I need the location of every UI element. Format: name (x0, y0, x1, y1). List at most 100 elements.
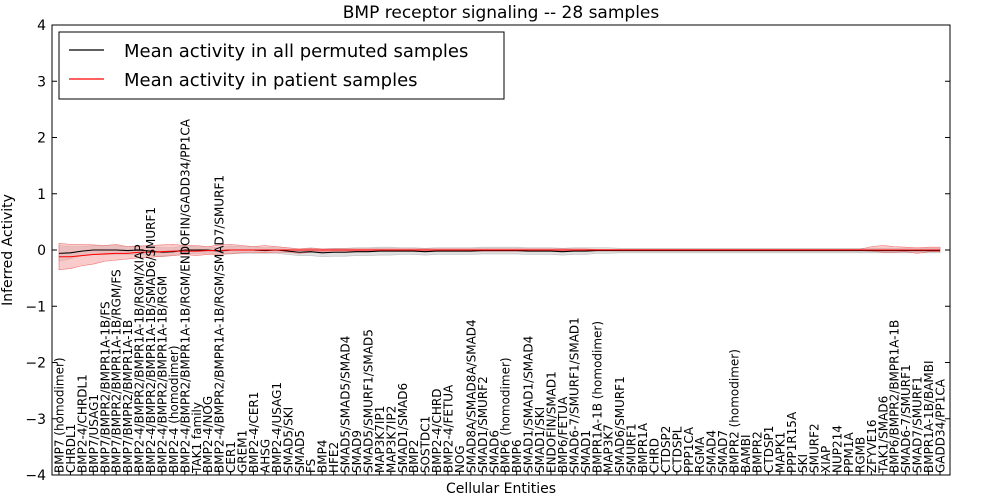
x-tick-label: BMP7/BMPR2/BMPR1A-1B/RGM/FS (110, 269, 124, 473)
x-tick-label: PPP1CA (682, 426, 696, 473)
x-tick-label: BMPR1A-1B/BAMBI (922, 360, 936, 473)
x-axis: BMP7 (homodimer)CHRDL1BMP2-4/CHRDL1BMP7/… (53, 118, 948, 475)
series-lines (58, 249, 940, 258)
x-tick-label: BMP2-4/NOG (201, 396, 215, 473)
x-tick-label: SMAD6-7/SMURF1/SMAD1 (567, 317, 581, 473)
x-tick-label: SOSTDC1 (419, 416, 433, 473)
x-tick-label: MAP3K7IP2 (384, 406, 398, 473)
series-line-permuted (58, 249, 940, 254)
x-tick-label: SMAD5/SKI (281, 407, 295, 473)
x-tick-label: TAK1 family (190, 402, 204, 474)
x-tick-label: MAP3K7IP1 (373, 406, 387, 473)
x-tick-label: SMURF1 (625, 423, 639, 473)
x-tick-label: CTDSP2 (659, 426, 673, 473)
x-tick-label: SMAD7/SMURF1 (911, 376, 925, 473)
x-tick-label: BMPR1A (636, 422, 650, 473)
x-tick-label: SMAD6/SMURF1 (613, 376, 627, 473)
x-tick-label: SMAD1/SKI (533, 407, 547, 473)
x-tick-label: BMP7/USAG1 (87, 394, 101, 473)
y-axis-label: Inferred Activity (0, 194, 16, 306)
x-tick-label: BMP7/BMPR2/BMPR1A-1B (121, 320, 135, 473)
x-tick-label: BMP2-4/CHRDL1 (75, 374, 89, 473)
x-tick-label: XIAP (819, 446, 833, 473)
x-tick-label: MAPK1 (773, 432, 787, 473)
x-tick-label: SMAD7 (716, 430, 730, 473)
x-tick-label: BMP2-4/FETUA (442, 384, 456, 473)
x-tick-label: BMP6 (homodimer) (499, 357, 513, 473)
x-tick-label: FS (304, 459, 318, 473)
x-tick-label: BMP2-4/CHRD (430, 389, 444, 473)
x-tick-label: CHRD (647, 438, 661, 473)
x-tick-label: SMAD1/SMAD6 (396, 383, 410, 473)
x-tick-label: GADD34/PP1CA (934, 378, 948, 473)
x-tick-label: BMP4 (316, 440, 330, 473)
x-tick-label: NOG (453, 445, 467, 473)
x-tick-label: CTDSP1 (762, 426, 776, 473)
y-tick-label: 0 (37, 243, 46, 259)
y-tick-label: −2 (25, 356, 46, 372)
legend: Mean activity in all permuted samples Me… (58, 31, 505, 100)
y-tick-label: −3 (25, 412, 46, 428)
chart-title: BMP receptor signaling -- 28 samples (343, 3, 660, 23)
x-tick-label: SKI (796, 454, 810, 473)
x-tick-label: BMP2-4/USAG1 (270, 382, 284, 473)
x-tick-label: MAP3K7 (602, 424, 616, 473)
x-tick-label: TAK1/SMAD6 (876, 396, 890, 474)
x-tick-label: BMP7/BMPR2/BMPR1A-1B/FS (98, 301, 112, 473)
y-tick-label: −4 (25, 468, 46, 484)
x-tick-label: SMAD5 (293, 430, 307, 473)
x-tick-label: PPP1R15A (785, 411, 799, 473)
x-tick-label: BMP2-4/CER1 (247, 392, 261, 473)
x-tick-label: BAMBI (739, 434, 753, 473)
x-tick-label: SMAD6-7/SMURF1 (899, 364, 913, 473)
x-tick-label: SMAD1/SMAD1/SMAD4 (522, 336, 536, 473)
x-tick-label: BMP6/FETUA (556, 396, 570, 473)
x-tick-label: BMP2-4/BMPR2/BMPR1A-1B/SMAD6/SMURF1 (144, 207, 158, 473)
x-tick-label: BMP6 (510, 440, 524, 473)
y-tick-label: 2 (37, 131, 46, 147)
x-tick-label: PPM1A (842, 432, 856, 473)
x-tick-label: BMP6/BMPR2/BMPR1A-1B (888, 320, 902, 473)
x-tick-label: SMAD5/SMURF1/SMAD5 (361, 329, 375, 473)
x-tick-label: HFE2 (327, 442, 341, 473)
x-tick-label: SMAD1 (579, 430, 593, 473)
x-tick-label: SMAD6 (487, 430, 501, 473)
x-tick-label: ZFYVE16 (865, 419, 879, 473)
x-tick-label: NUP214 (831, 425, 845, 473)
x-tick-label: CTDSPL (670, 426, 684, 473)
y-tick-label: 3 (37, 74, 46, 90)
x-tick-label: BMPR2 (750, 431, 764, 473)
x-tick-label: SMURF2 (808, 423, 822, 473)
y-tick-label: 4 (37, 18, 46, 34)
x-tick-label: BMPR1A-1B (homodimer) (590, 321, 604, 473)
legend-label-patient: Mean activity in patient samples (124, 70, 418, 91)
x-tick-label: ENDOFIN/SMAD1 (544, 371, 558, 473)
x-tick-label: BMP2-4 (homodimer) (167, 345, 181, 473)
x-tick-label: SMAD8A/SMAD8A/SMAD4 (464, 319, 478, 473)
x-tick-label: BMPR2 (homodimer) (728, 349, 742, 473)
y-axis: −4 −3 −2 −1 0 1 2 3 4 (25, 18, 950, 484)
x-tick-label: GREM1 (236, 430, 250, 473)
x-tick-label: BMP2-4/BMPR2/BMPR1A-1B/RGM/ENDOFIN/GADD3… (178, 118, 192, 473)
x-tick-label: CER1 (224, 441, 238, 473)
x-tick-label: BMP7 (homodimer) (53, 357, 67, 473)
legend-box (58, 31, 505, 100)
x-tick-label: SMAD1/SMURF2 (476, 376, 490, 473)
x-axis-label: Cellular Entities (446, 481, 556, 497)
x-tick-label: BMP2 (407, 440, 421, 473)
x-tick-label: BMP2-4/BMPR2/BMPR1A-1B/RGM/SMAD7/SMURF1 (213, 175, 227, 473)
x-tick-label: RGMA (693, 436, 707, 473)
series-line-patient (59, 249, 940, 258)
x-tick-label: SMAD4 (705, 430, 719, 473)
x-tick-label: SMAD5/SMAD5/SMAD4 (339, 336, 353, 473)
x-tick-label: BMP2-4/BMPR2/BMPR1A-1B/RGM/XIAP (133, 244, 147, 473)
x-tick-label: BMP2-4/BMPR2/BMPR1A-1B/RGM (155, 276, 169, 473)
y-tick-label: 1 (37, 187, 46, 203)
legend-label-permuted: Mean activity in all permuted samples (124, 41, 468, 62)
x-tick-label: RGMB (853, 437, 867, 473)
y-tick-label: −1 (25, 299, 46, 315)
x-tick-label: CHRDL1 (64, 424, 78, 473)
x-tick-label: AHSG (258, 439, 272, 473)
x-tick-label: SMAD9 (350, 430, 364, 473)
